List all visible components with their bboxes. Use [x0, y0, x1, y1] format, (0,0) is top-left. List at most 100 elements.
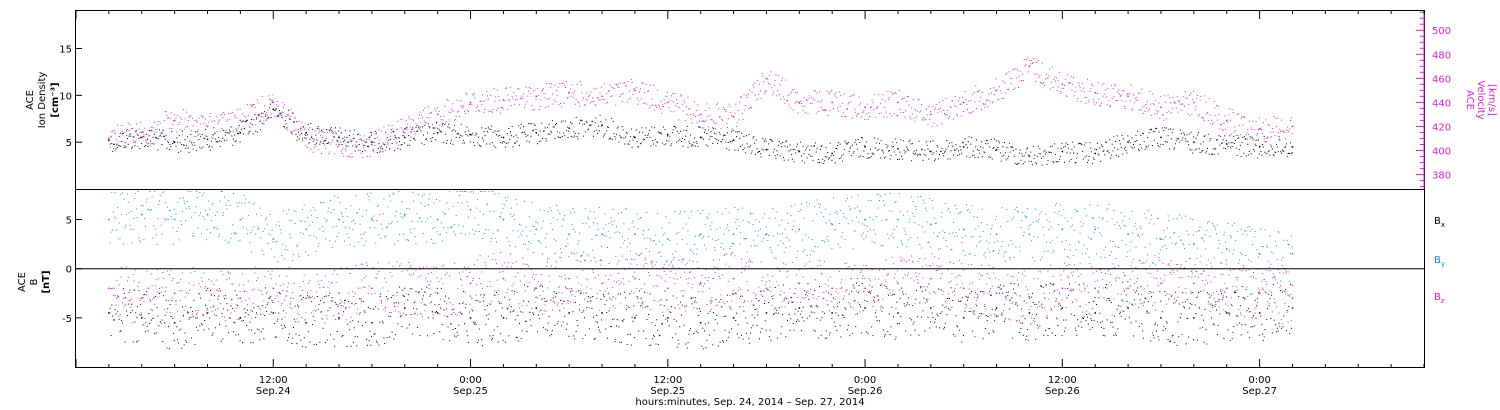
top-series-1-dot	[983, 103, 985, 105]
top-series-1-dot	[1134, 97, 1136, 99]
bottom-series-By-dot	[642, 233, 644, 235]
bottom-series-Bx-dot	[1092, 301, 1094, 302]
top-series-0-dot	[1120, 147, 1122, 149]
top-series-1-dot	[1020, 80, 1022, 82]
bottom-series-By-dot	[209, 208, 211, 210]
top-series-1-dot	[153, 131, 155, 133]
top-series-0-dot	[874, 147, 876, 149]
bottom-series-Bx-dot	[637, 297, 639, 299]
top-series-0-dot	[919, 153, 921, 155]
bottom-series-Bx-dot	[568, 335, 570, 337]
top-series-1-dot	[754, 82, 756, 84]
top-series-0-point	[568, 127, 570, 129]
bottom-series-Bx-dot	[703, 348, 705, 350]
top-series-0-dot	[461, 135, 463, 137]
top-series-1-dot	[1082, 87, 1084, 89]
top-series-0-dot	[362, 144, 364, 146]
bottom-series-Bx-dot	[683, 324, 685, 326]
bottom-series-By-dot	[329, 240, 331, 242]
bottom-series-Bx-dot	[997, 315, 999, 317]
top-series-0-dot	[575, 117, 577, 118]
top-series-1-point	[1160, 106, 1162, 108]
top-series-1-dot	[274, 116, 276, 118]
top-series-1-dot	[1057, 80, 1059, 82]
top-series-1-dot	[665, 95, 667, 97]
top-series-0-dot	[405, 127, 407, 129]
top-series-0-dot	[837, 142, 839, 144]
top-series-0-dot	[999, 152, 1001, 154]
bottom-series-Bx-dot	[168, 325, 170, 327]
top-series-0-dot	[1113, 136, 1115, 138]
top-series-0-dot	[1076, 157, 1078, 159]
top-series-1-dot	[926, 114, 928, 116]
top-series-1-dot	[127, 122, 129, 124]
top-series-0-dot	[823, 162, 825, 164]
bottom-series-Bx-dot	[131, 309, 133, 311]
top-series-1-dot	[307, 128, 309, 130]
top-series-0-dot	[178, 135, 180, 137]
top-series-1-dot	[815, 112, 817, 114]
top-series-0-dot	[328, 141, 330, 143]
top-series-0-dot	[1158, 131, 1160, 133]
bottom-series-By-dot	[222, 215, 224, 216]
top-series-0-dot	[224, 139, 225, 141]
top-series-0-dot	[884, 157, 885, 159]
top-series-0-dot	[169, 143, 171, 145]
bottom-series-Bx-dot	[1075, 330, 1077, 332]
top-series-0-dot	[837, 145, 839, 146]
bottom-series-By-dot	[605, 223, 607, 225]
bottom-series-By-dot	[516, 203, 518, 205]
top-series-0-dot	[748, 134, 750, 136]
top-series-0-dot	[722, 135, 724, 137]
top-series-0-dot	[662, 142, 664, 144]
top-series-1-dot	[147, 138, 149, 140]
top-series-0-dot	[547, 127, 548, 129]
top-series-0-dot	[1187, 140, 1189, 142]
top-series-1-dot	[471, 104, 473, 105]
bottom-series-By-dot	[500, 216, 502, 218]
bottom-series-Bx-dot	[1277, 330, 1279, 332]
top-series-0-dot	[736, 136, 737, 138]
top-series-1-dot	[577, 101, 579, 103]
top-series-0-dot	[946, 140, 948, 141]
bottom-series-By-dot	[597, 223, 599, 225]
top-series-0-dot	[150, 140, 151, 142]
bottom-series-By-dot	[448, 208, 450, 210]
top-series-1-dot	[648, 107, 650, 109]
top-series-0-dot	[611, 117, 613, 119]
bottom-series-By-dot	[266, 223, 268, 225]
top-series-0-dot	[809, 149, 811, 151]
top-series-1-dot	[944, 113, 945, 114]
bottom-series-By-dot	[327, 211, 329, 213]
top-series-0-dot	[714, 138, 716, 140]
top-series-1-dot	[790, 107, 792, 109]
top-series-1-dot	[714, 128, 716, 129]
bottom-series-Bx-dot	[348, 301, 350, 303]
top-series-0-dot	[797, 150, 799, 151]
top-series-0-dot	[660, 132, 662, 134]
top-series-1-dot	[423, 120, 425, 122]
top-series-1-dot	[1195, 106, 1197, 108]
top-series-0-dot	[779, 155, 781, 157]
top-series-1-dot	[1218, 114, 1220, 116]
top-series-0-dot	[547, 133, 549, 135]
top-series-0-dot	[723, 134, 725, 136]
bottom-series-Bx-dot	[1170, 340, 1171, 342]
top-series-1-dot	[764, 92, 765, 94]
bottom-series-Bx-dot	[1105, 284, 1107, 285]
top-series-1-dot	[165, 111, 167, 113]
top-series-0-point	[1061, 150, 1064, 153]
top-series-0-dot	[1200, 143, 1202, 145]
top-series-1-dot	[687, 96, 689, 98]
top-series-1-dot	[1070, 76, 1072, 78]
top-series-0-dot	[168, 142, 170, 144]
top-series-1-dot	[349, 139, 351, 141]
top-series-1-dot	[533, 90, 534, 92]
top-series-0-point	[1127, 141, 1129, 143]
top-series-1-dot	[1135, 99, 1137, 101]
bottom-series-Bx-dot	[325, 342, 327, 343]
bottom-series-Bx-dot	[1023, 300, 1025, 302]
bottom-series-Bx-dot	[976, 305, 977, 307]
top-series-1-dot	[1232, 112, 1234, 113]
top-series-0-dot	[966, 155, 968, 157]
